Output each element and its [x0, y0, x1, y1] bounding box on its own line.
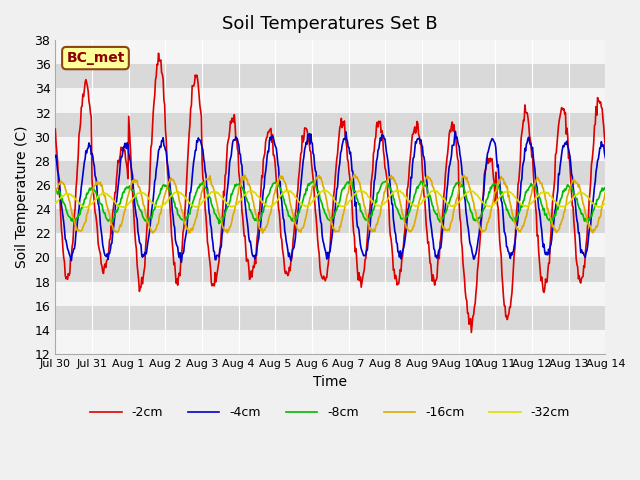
-16cm — [257, 228, 265, 233]
-4cm — [410, 155, 418, 160]
-8cm — [258, 211, 266, 217]
Text: BC_met: BC_met — [67, 51, 125, 65]
-8cm — [280, 196, 288, 202]
-8cm — [411, 192, 419, 197]
-8cm — [120, 190, 128, 195]
-32cm — [638, 201, 640, 206]
-32cm — [392, 187, 400, 193]
Line: -8cm: -8cm — [55, 180, 640, 224]
-2cm — [51, 126, 59, 132]
-2cm — [280, 258, 288, 264]
-16cm — [444, 228, 451, 233]
Line: -4cm: -4cm — [55, 132, 640, 262]
-16cm — [51, 190, 59, 195]
-8cm — [51, 186, 59, 192]
-2cm — [155, 50, 163, 56]
-4cm — [258, 206, 266, 212]
Bar — [55, 306, 605, 330]
-16cm — [411, 219, 419, 225]
-32cm — [444, 201, 451, 207]
-16cm — [351, 171, 358, 177]
-4cm — [120, 144, 128, 150]
-32cm — [229, 204, 237, 209]
-8cm — [229, 189, 237, 195]
Line: -16cm: -16cm — [55, 174, 640, 233]
-8cm — [383, 178, 390, 183]
Bar — [55, 64, 605, 88]
Bar — [55, 113, 605, 137]
-4cm — [229, 139, 237, 145]
-16cm — [259, 230, 266, 236]
Bar — [55, 185, 605, 209]
-2cm — [120, 148, 128, 154]
-32cm — [121, 204, 129, 210]
Y-axis label: Soil Temperature (C): Soil Temperature (C) — [15, 126, 29, 268]
-8cm — [215, 221, 223, 227]
-16cm — [120, 210, 128, 216]
-32cm — [411, 203, 419, 209]
-32cm — [280, 190, 288, 195]
-32cm — [258, 199, 266, 204]
-2cm — [638, 137, 640, 143]
Bar — [55, 257, 605, 282]
-32cm — [51, 201, 59, 207]
-4cm — [178, 259, 186, 265]
-16cm — [228, 218, 236, 224]
Bar — [55, 88, 605, 113]
Bar — [55, 40, 605, 64]
Bar — [55, 233, 605, 257]
X-axis label: Time: Time — [313, 374, 348, 388]
-8cm — [444, 204, 451, 209]
Line: -2cm: -2cm — [55, 53, 640, 333]
-2cm — [443, 156, 451, 162]
Bar — [55, 209, 605, 233]
Bar — [55, 137, 605, 161]
-2cm — [410, 128, 418, 133]
Title: Soil Temperatures Set B: Soil Temperatures Set B — [223, 15, 438, 33]
-16cm — [280, 178, 288, 183]
-4cm — [443, 188, 451, 194]
-4cm — [451, 129, 459, 134]
Bar — [55, 161, 605, 185]
-4cm — [51, 154, 59, 160]
Line: -32cm: -32cm — [55, 190, 640, 207]
-2cm — [467, 330, 475, 336]
Bar — [55, 282, 605, 306]
-32cm — [83, 204, 90, 210]
-8cm — [638, 186, 640, 192]
-4cm — [280, 217, 288, 223]
Bar — [55, 330, 605, 354]
-16cm — [638, 190, 640, 195]
Legend: -2cm, -4cm, -8cm, -16cm, -32cm: -2cm, -4cm, -8cm, -16cm, -32cm — [86, 401, 575, 424]
-2cm — [229, 116, 237, 121]
-2cm — [258, 173, 266, 179]
-4cm — [638, 156, 640, 162]
